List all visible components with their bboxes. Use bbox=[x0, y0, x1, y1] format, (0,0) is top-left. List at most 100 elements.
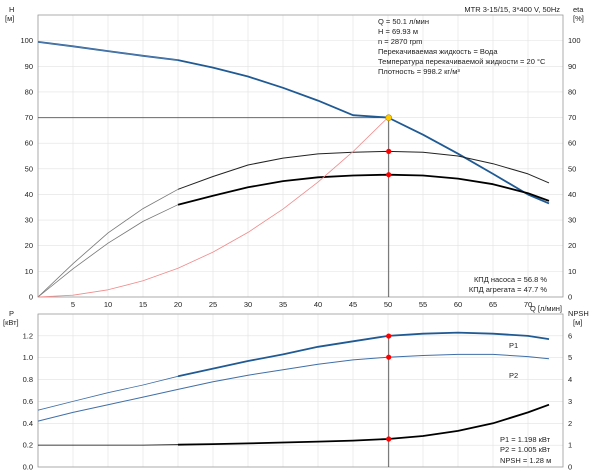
info-p1: P1 = 1.198 кВт bbox=[500, 435, 551, 444]
npsh-tick-label: 3 bbox=[568, 397, 572, 406]
info-liquid: Перекачиваемая жидкость = Вода bbox=[378, 47, 498, 56]
npsh-tick-label: 4 bbox=[568, 375, 572, 384]
power-tick-label: 1.0 bbox=[23, 353, 33, 362]
info-p2: P2 = 1.005 кВт bbox=[500, 445, 551, 454]
flow-tick-label: 45 bbox=[349, 300, 357, 309]
bottom-markers bbox=[386, 333, 392, 442]
npsh-tick-label: 2 bbox=[568, 419, 572, 428]
info-density: Плотность = 998.2 кг/м³ bbox=[378, 67, 460, 76]
info-speed: n = 2870 rpm bbox=[378, 37, 422, 46]
head-tick-label: 0 bbox=[29, 293, 33, 302]
series-system-curve bbox=[37, 117, 389, 298]
head-tick-label: 90 bbox=[25, 62, 33, 71]
npsh-axis-ticks: 0 1 2 3 4 5 6 bbox=[568, 331, 572, 471]
head-tick-label: 70 bbox=[25, 113, 33, 122]
eta-tick-label: 100 bbox=[568, 36, 581, 45]
eta-tick-label: 80 bbox=[568, 87, 576, 96]
info-temperature: Температура перекачиваемой жидкости = 20… bbox=[378, 57, 546, 66]
top-panel: 0 10 20 30 40 50 60 70 80 90 100 0 10 20 30 40 50 60 70 80… bbox=[5, 5, 584, 309]
pump-efficiency-label: КПД насоса = 56.8 % bbox=[474, 275, 547, 284]
flow-tick-label: 65 bbox=[489, 300, 497, 309]
eta-tick-label: 50 bbox=[568, 164, 576, 173]
npsh-marker bbox=[386, 436, 392, 442]
operating-point-info: Q = 50.1 л/мин H = 69.93 м n = 2870 rpm … bbox=[378, 17, 546, 76]
bottom-series bbox=[37, 331, 550, 446]
p1-marker bbox=[386, 333, 392, 339]
top-plot-frame bbox=[37, 14, 564, 298]
head-tick-label: 40 bbox=[25, 190, 33, 199]
series-head-thin bbox=[37, 41, 179, 61]
power-axis-label: P bbox=[9, 309, 14, 318]
flow-axis-ticks: 5 10 15 20 25 30 35 40 45 50 55 60 65 70 bbox=[71, 300, 532, 309]
eta-axis-unit: [%] bbox=[573, 14, 584, 23]
eta-tick-label: 60 bbox=[568, 139, 576, 148]
head-axis-label: H bbox=[9, 5, 14, 14]
head-tick-label: 50 bbox=[25, 164, 33, 173]
eta-axis-label: eta bbox=[573, 5, 584, 14]
pump-model-title: MTR 3-15/15, 3*400 V, 50Hz bbox=[464, 5, 560, 14]
power-tick-label: 0.6 bbox=[23, 397, 33, 406]
p1-series-label: P1 bbox=[509, 341, 518, 350]
flow-tick-label: 15 bbox=[139, 300, 147, 309]
operating-point-guides bbox=[38, 117, 390, 297]
npsh-tick-label: 1 bbox=[568, 441, 572, 450]
power-tick-label: 1.2 bbox=[23, 331, 33, 340]
efficiency-marker bbox=[386, 148, 392, 154]
head-tick-label: 80 bbox=[25, 87, 33, 96]
top-series bbox=[37, 41, 550, 298]
head-tick-label: 30 bbox=[25, 216, 33, 225]
head-tick-label: 60 bbox=[25, 139, 33, 148]
info-head: H = 69.93 м bbox=[378, 27, 418, 36]
series-eta-pump-thin bbox=[37, 188, 179, 298]
head-tick-label: 100 bbox=[20, 36, 33, 45]
eta-tick-label: 10 bbox=[568, 267, 576, 276]
series-eta-unit-full bbox=[177, 173, 550, 206]
eta-tick-label: 30 bbox=[568, 216, 576, 225]
head-axis-ticks: 0 10 20 30 40 50 60 70 80 90 100 bbox=[20, 36, 33, 301]
flow-tick-label: 35 bbox=[279, 300, 287, 309]
head-axis-unit: [м] bbox=[5, 14, 14, 23]
bottom-flow-axis-label: Q [л/мин] bbox=[530, 304, 562, 313]
flow-tick-label: 55 bbox=[419, 300, 427, 309]
power-tick-label: 0.2 bbox=[23, 441, 33, 450]
flow-tick-label: 40 bbox=[314, 300, 322, 309]
power-axis-ticks: 0.0 0.2 0.4 0.6 0.8 1.0 1.2 bbox=[23, 331, 33, 471]
series-eta-pump-full bbox=[177, 150, 550, 190]
bottom-grid bbox=[37, 314, 563, 468]
bottom-plot-frame bbox=[37, 313, 564, 468]
flow-tick-label: 25 bbox=[209, 300, 217, 309]
power-axis-unit: [кВт] bbox=[3, 318, 19, 327]
series-p1-full bbox=[177, 331, 550, 378]
flow-tick-label: 30 bbox=[244, 300, 252, 309]
npsh-axis-unit: [м] bbox=[573, 318, 582, 327]
eta-tick-label: 90 bbox=[568, 62, 576, 71]
npsh-tick-label: 6 bbox=[568, 331, 572, 340]
p2-series-label: P2 bbox=[509, 371, 518, 380]
series-eta-unit-thin bbox=[37, 204, 179, 298]
eta-tick-label: 40 bbox=[568, 190, 576, 199]
eta-tick-label: 20 bbox=[568, 241, 576, 250]
flow-tick-label: 20 bbox=[174, 300, 182, 309]
flow-tick-label: 60 bbox=[454, 300, 462, 309]
series-p2-full bbox=[37, 353, 550, 422]
power-tick-label: 0.4 bbox=[23, 419, 33, 428]
npsh-tick-label: 0 bbox=[568, 463, 572, 472]
info-flow: Q = 50.1 л/мин bbox=[378, 17, 429, 26]
info-npsh: NPSH = 1.28 м bbox=[500, 456, 551, 465]
unit-efficiency-label: КПД агрегата = 47.7 % bbox=[469, 285, 547, 294]
eta-axis-ticks: 0 10 20 30 40 50 60 70 80 90 100 bbox=[568, 36, 581, 301]
npsh-tick-label: 5 bbox=[568, 353, 572, 362]
eta-tick-label: 70 bbox=[568, 113, 576, 122]
flow-tick-label: 50 bbox=[384, 300, 392, 309]
efficiency-marker bbox=[386, 172, 392, 178]
power-tick-label: 0.8 bbox=[23, 375, 33, 384]
series-p1-thin bbox=[37, 375, 179, 411]
bottom-panel: 0.0 0.2 0.4 0.6 0.8 1.0 1.2 0 1 2 3 4 5 6 P [кВт] NP… bbox=[3, 304, 589, 472]
top-markers bbox=[385, 114, 393, 178]
eta-tick-label: 0 bbox=[568, 293, 572, 302]
head-tick-label: 10 bbox=[25, 267, 33, 276]
flow-tick-label: 10 bbox=[104, 300, 112, 309]
duty-point-marker bbox=[385, 114, 393, 122]
flow-tick-label: 70 bbox=[524, 300, 532, 309]
